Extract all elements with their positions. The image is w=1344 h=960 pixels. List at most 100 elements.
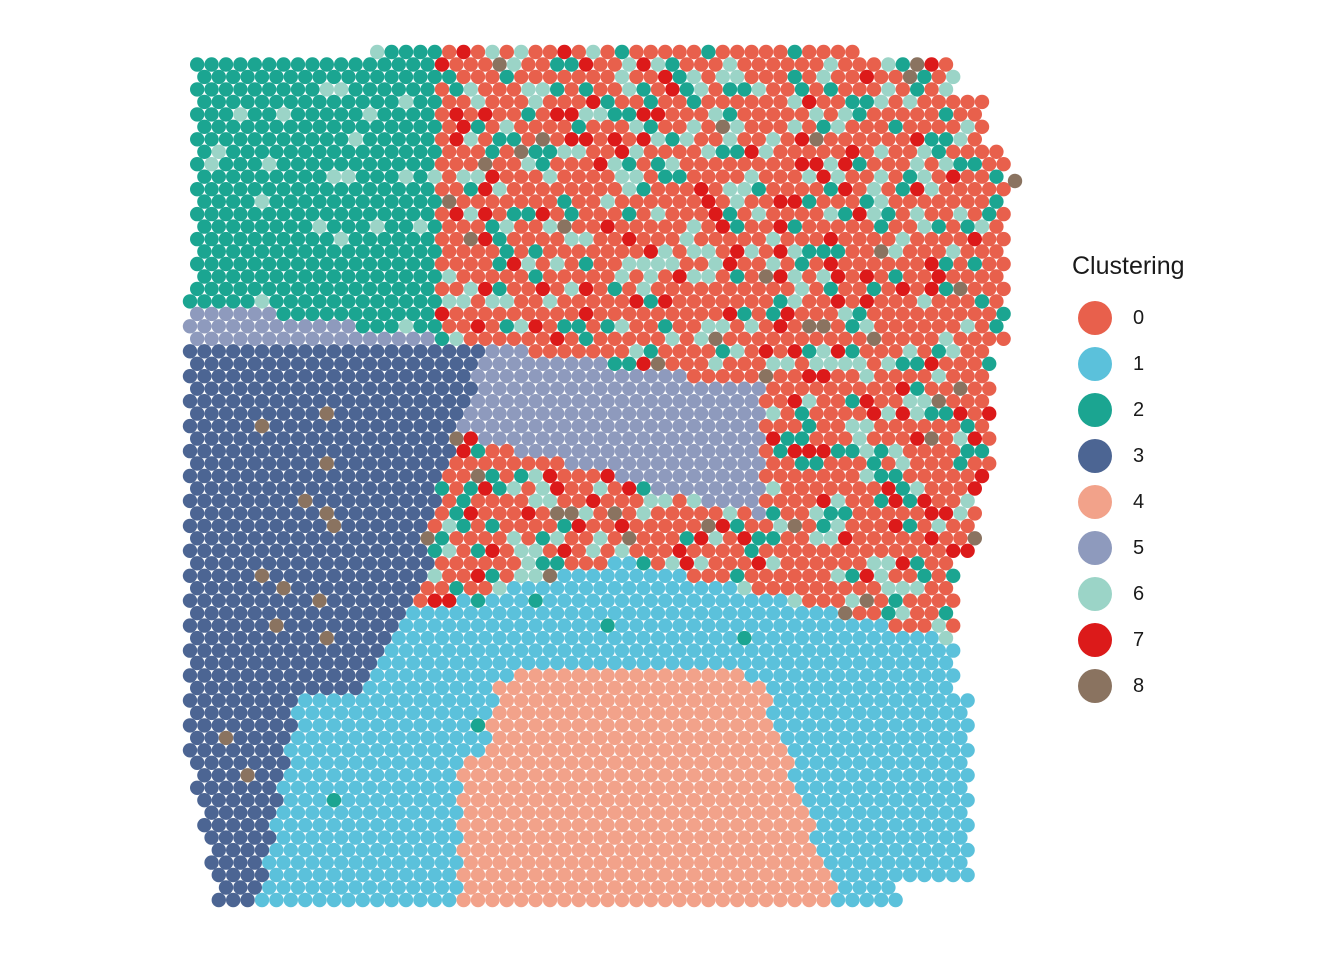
- spot-cluster-0: [766, 581, 781, 596]
- spot-cluster-2: [557, 518, 572, 534]
- spot-cluster-5: [550, 356, 565, 371]
- spot-cluster-1: [744, 618, 759, 633]
- spot-cluster-4: [650, 780, 666, 795]
- spot-cluster-2: [794, 406, 810, 421]
- spot-cluster-1: [845, 842, 860, 858]
- spot-cluster-7: [636, 107, 651, 122]
- spot-cluster-2: [658, 319, 673, 334]
- spot-cluster-3: [269, 344, 284, 359]
- spot-cluster-1: [362, 855, 378, 870]
- spot-cluster-2: [442, 69, 457, 85]
- spot-cluster-5: [593, 431, 608, 446]
- spot-cluster-0: [715, 194, 730, 209]
- spot-cluster-0: [766, 331, 781, 346]
- spot-cluster-6: [722, 182, 738, 197]
- spot-cluster-0: [823, 481, 838, 496]
- spot-cluster-2: [218, 157, 234, 172]
- spot-cluster-0: [895, 331, 910, 346]
- spot-cluster-2: [766, 531, 781, 546]
- spot-cluster-4: [672, 867, 687, 883]
- spot-cluster-7: [924, 356, 939, 371]
- spot-cluster-2: [413, 269, 428, 284]
- spot-cluster-1: [902, 668, 918, 683]
- spot-cluster-3: [276, 680, 291, 696]
- spot-cluster-0: [470, 69, 486, 85]
- spot-cluster-2: [845, 319, 860, 334]
- spot-cluster-5: [686, 394, 702, 409]
- spot-cluster-0: [449, 531, 464, 546]
- spot-cluster-1: [701, 643, 716, 658]
- spot-cluster-3: [427, 468, 442, 484]
- spot-cluster-1: [845, 867, 860, 883]
- spot-cluster-5: [528, 418, 543, 434]
- spot-cluster-1: [334, 830, 349, 845]
- spot-cluster-6: [578, 506, 594, 521]
- spot-cluster-2: [571, 119, 586, 134]
- spot-cluster-0: [874, 269, 889, 284]
- spot-cluster-1: [449, 830, 464, 845]
- spot-cluster-1: [794, 606, 810, 621]
- spot-cluster-4: [686, 768, 702, 783]
- spot-cluster-1: [672, 593, 687, 608]
- spot-cluster-6: [881, 82, 896, 97]
- spot-cluster-4: [571, 793, 586, 808]
- spot-cluster-1: [910, 705, 925, 721]
- spot-cluster-3: [370, 418, 385, 434]
- spot-cluster-5: [629, 394, 644, 409]
- spot-cluster-3: [240, 668, 255, 683]
- spot-cluster-3: [197, 668, 212, 683]
- spot-cluster-2: [370, 144, 385, 159]
- spot-cluster-3: [182, 344, 198, 359]
- spot-cluster-3: [334, 431, 349, 446]
- spot-cluster-5: [521, 406, 536, 421]
- spot-cluster-4: [773, 743, 788, 758]
- spot-cluster-1: [413, 668, 428, 683]
- spot-cluster-2: [427, 319, 442, 334]
- spot-cluster-6: [319, 82, 334, 97]
- spot-cluster-7: [442, 593, 457, 608]
- spot-cluster-1: [852, 755, 867, 770]
- spot-cluster-4: [492, 730, 507, 746]
- spot-cluster-0: [910, 306, 925, 322]
- spot-cluster-1: [910, 805, 925, 820]
- spot-cluster-3: [319, 606, 334, 621]
- spot-cluster-0: [593, 306, 608, 322]
- legend-label-3: 3: [1133, 444, 1145, 467]
- spot-cluster-1: [694, 606, 709, 621]
- spot-cluster-3: [226, 344, 241, 359]
- spot-cluster-6: [521, 82, 536, 97]
- spot-cluster-0: [751, 107, 766, 122]
- spot-cluster-2: [787, 69, 802, 85]
- spot-cluster-4: [737, 755, 752, 770]
- spot-cluster-0: [722, 157, 738, 172]
- spot-cluster-1: [780, 630, 795, 646]
- spot-cluster-2: [830, 443, 846, 459]
- spot-cluster-5: [722, 431, 738, 446]
- spot-cluster-5: [269, 319, 284, 334]
- spot-cluster-3: [298, 643, 313, 658]
- spot-cluster-2: [197, 244, 212, 259]
- spot-cluster-1: [838, 855, 853, 870]
- spot-cluster-0: [600, 294, 615, 309]
- spot-cluster-4: [780, 880, 795, 895]
- spot-cluster-6: [874, 169, 889, 184]
- spot-cluster-0: [506, 231, 522, 247]
- spot-cluster-2: [377, 306, 392, 322]
- spot-cluster-1: [312, 867, 327, 883]
- spot-cluster-6: [917, 394, 932, 409]
- spot-cluster-1: [362, 805, 378, 820]
- spot-cluster-1: [305, 730, 320, 746]
- spot-cluster-3: [254, 593, 270, 608]
- spot-cluster-6: [643, 269, 658, 284]
- spot-cluster-7: [622, 481, 637, 496]
- spot-cluster-2: [744, 543, 759, 558]
- spot-cluster-0: [917, 344, 932, 359]
- spot-cluster-2: [722, 82, 738, 97]
- spot-cluster-6: [924, 182, 939, 197]
- spot-cluster-7: [982, 406, 997, 421]
- spot-cluster-0: [816, 568, 831, 583]
- spot-cluster-1: [946, 668, 961, 683]
- spot-cluster-1: [881, 855, 896, 870]
- spot-cluster-4: [629, 693, 644, 708]
- spot-cluster-3: [182, 693, 198, 708]
